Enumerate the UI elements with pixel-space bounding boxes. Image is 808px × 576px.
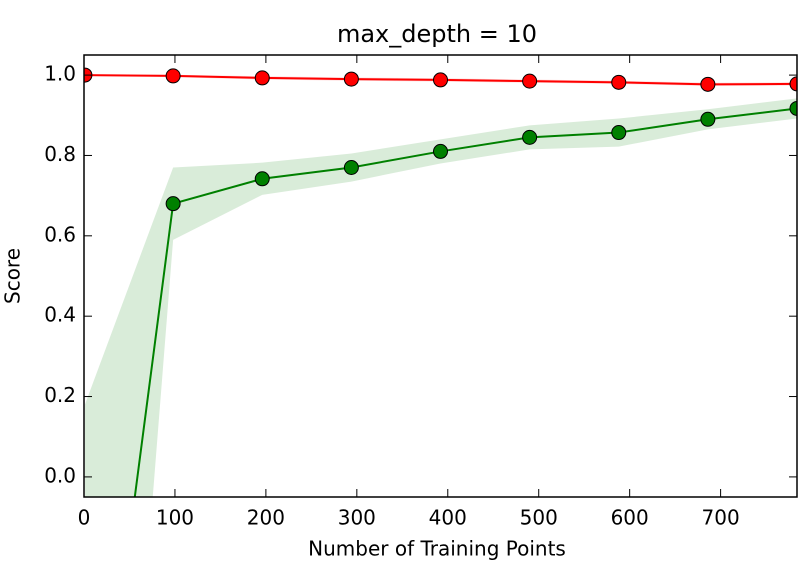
x-tick-label: 200 xyxy=(247,506,285,530)
x-tick-label: 700 xyxy=(702,506,740,530)
data-point xyxy=(343,160,359,176)
data-point xyxy=(522,129,538,145)
data-point xyxy=(700,111,716,127)
data-point xyxy=(433,143,448,159)
y-tick-label: 0.0 xyxy=(44,463,76,487)
chart-title: max_depth = 10 xyxy=(337,20,537,48)
y-tick-label: 0.6 xyxy=(44,222,76,246)
data-point xyxy=(789,76,797,92)
data-point xyxy=(522,73,538,89)
data-point xyxy=(611,125,627,141)
y-tick-label: 0.8 xyxy=(44,142,76,166)
data-point xyxy=(700,76,716,92)
y-tick-label: 0.2 xyxy=(44,383,76,407)
data-point xyxy=(343,71,359,87)
plot-area xyxy=(84,67,797,497)
x-tick-label: 100 xyxy=(156,506,194,530)
x-axis-label: Number of Training Points xyxy=(308,537,566,561)
y-tick-label: 0.4 xyxy=(44,303,76,327)
data-point xyxy=(789,100,797,116)
y-tick-label: 1.0 xyxy=(44,62,76,86)
x-tick-label: 600 xyxy=(611,506,649,530)
y-axis-label: Score xyxy=(1,248,25,304)
data-point xyxy=(433,72,448,88)
data-point xyxy=(254,171,270,187)
data-point xyxy=(611,74,627,90)
x-tick-label: 400 xyxy=(429,506,467,530)
data-point xyxy=(165,68,181,84)
data-point xyxy=(165,196,181,212)
confidence-band xyxy=(84,98,797,497)
axes-frame xyxy=(83,54,798,498)
x-tick-label: 500 xyxy=(520,506,558,530)
x-tick-label: 0 xyxy=(78,506,91,530)
data-point xyxy=(254,70,270,86)
x-tick-label: 300 xyxy=(338,506,376,530)
